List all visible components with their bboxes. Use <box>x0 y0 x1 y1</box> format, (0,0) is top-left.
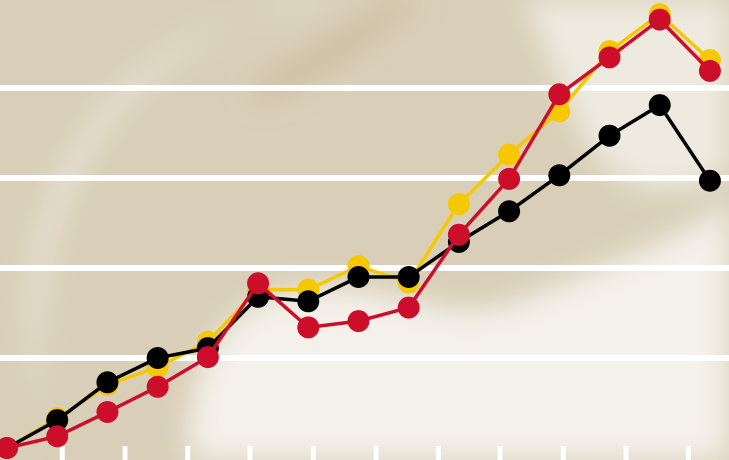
series-point <box>598 46 621 69</box>
background-swirl <box>30 0 729 460</box>
series-point <box>698 169 721 192</box>
series-point <box>96 371 119 394</box>
series-point <box>347 310 370 333</box>
series-point <box>196 346 219 369</box>
series-point <box>347 266 370 288</box>
series-point <box>698 59 721 82</box>
series-point <box>397 296 420 319</box>
series-point <box>46 409 69 432</box>
series-point <box>146 375 169 398</box>
series-point <box>498 200 521 223</box>
series-point <box>548 164 571 187</box>
series-point <box>648 8 671 31</box>
series-point <box>247 272 270 295</box>
series-point <box>96 401 119 423</box>
series-point <box>297 290 320 313</box>
series-point <box>46 425 69 448</box>
series-point <box>447 193 470 216</box>
series-point <box>498 143 521 166</box>
series-point <box>447 223 470 246</box>
series-point <box>548 83 571 106</box>
series-point <box>0 437 19 459</box>
series-point <box>498 167 521 190</box>
series-point <box>648 94 671 117</box>
series-point <box>397 266 420 288</box>
series-point <box>598 124 621 147</box>
series-point <box>297 316 320 339</box>
series-point <box>146 347 169 369</box>
